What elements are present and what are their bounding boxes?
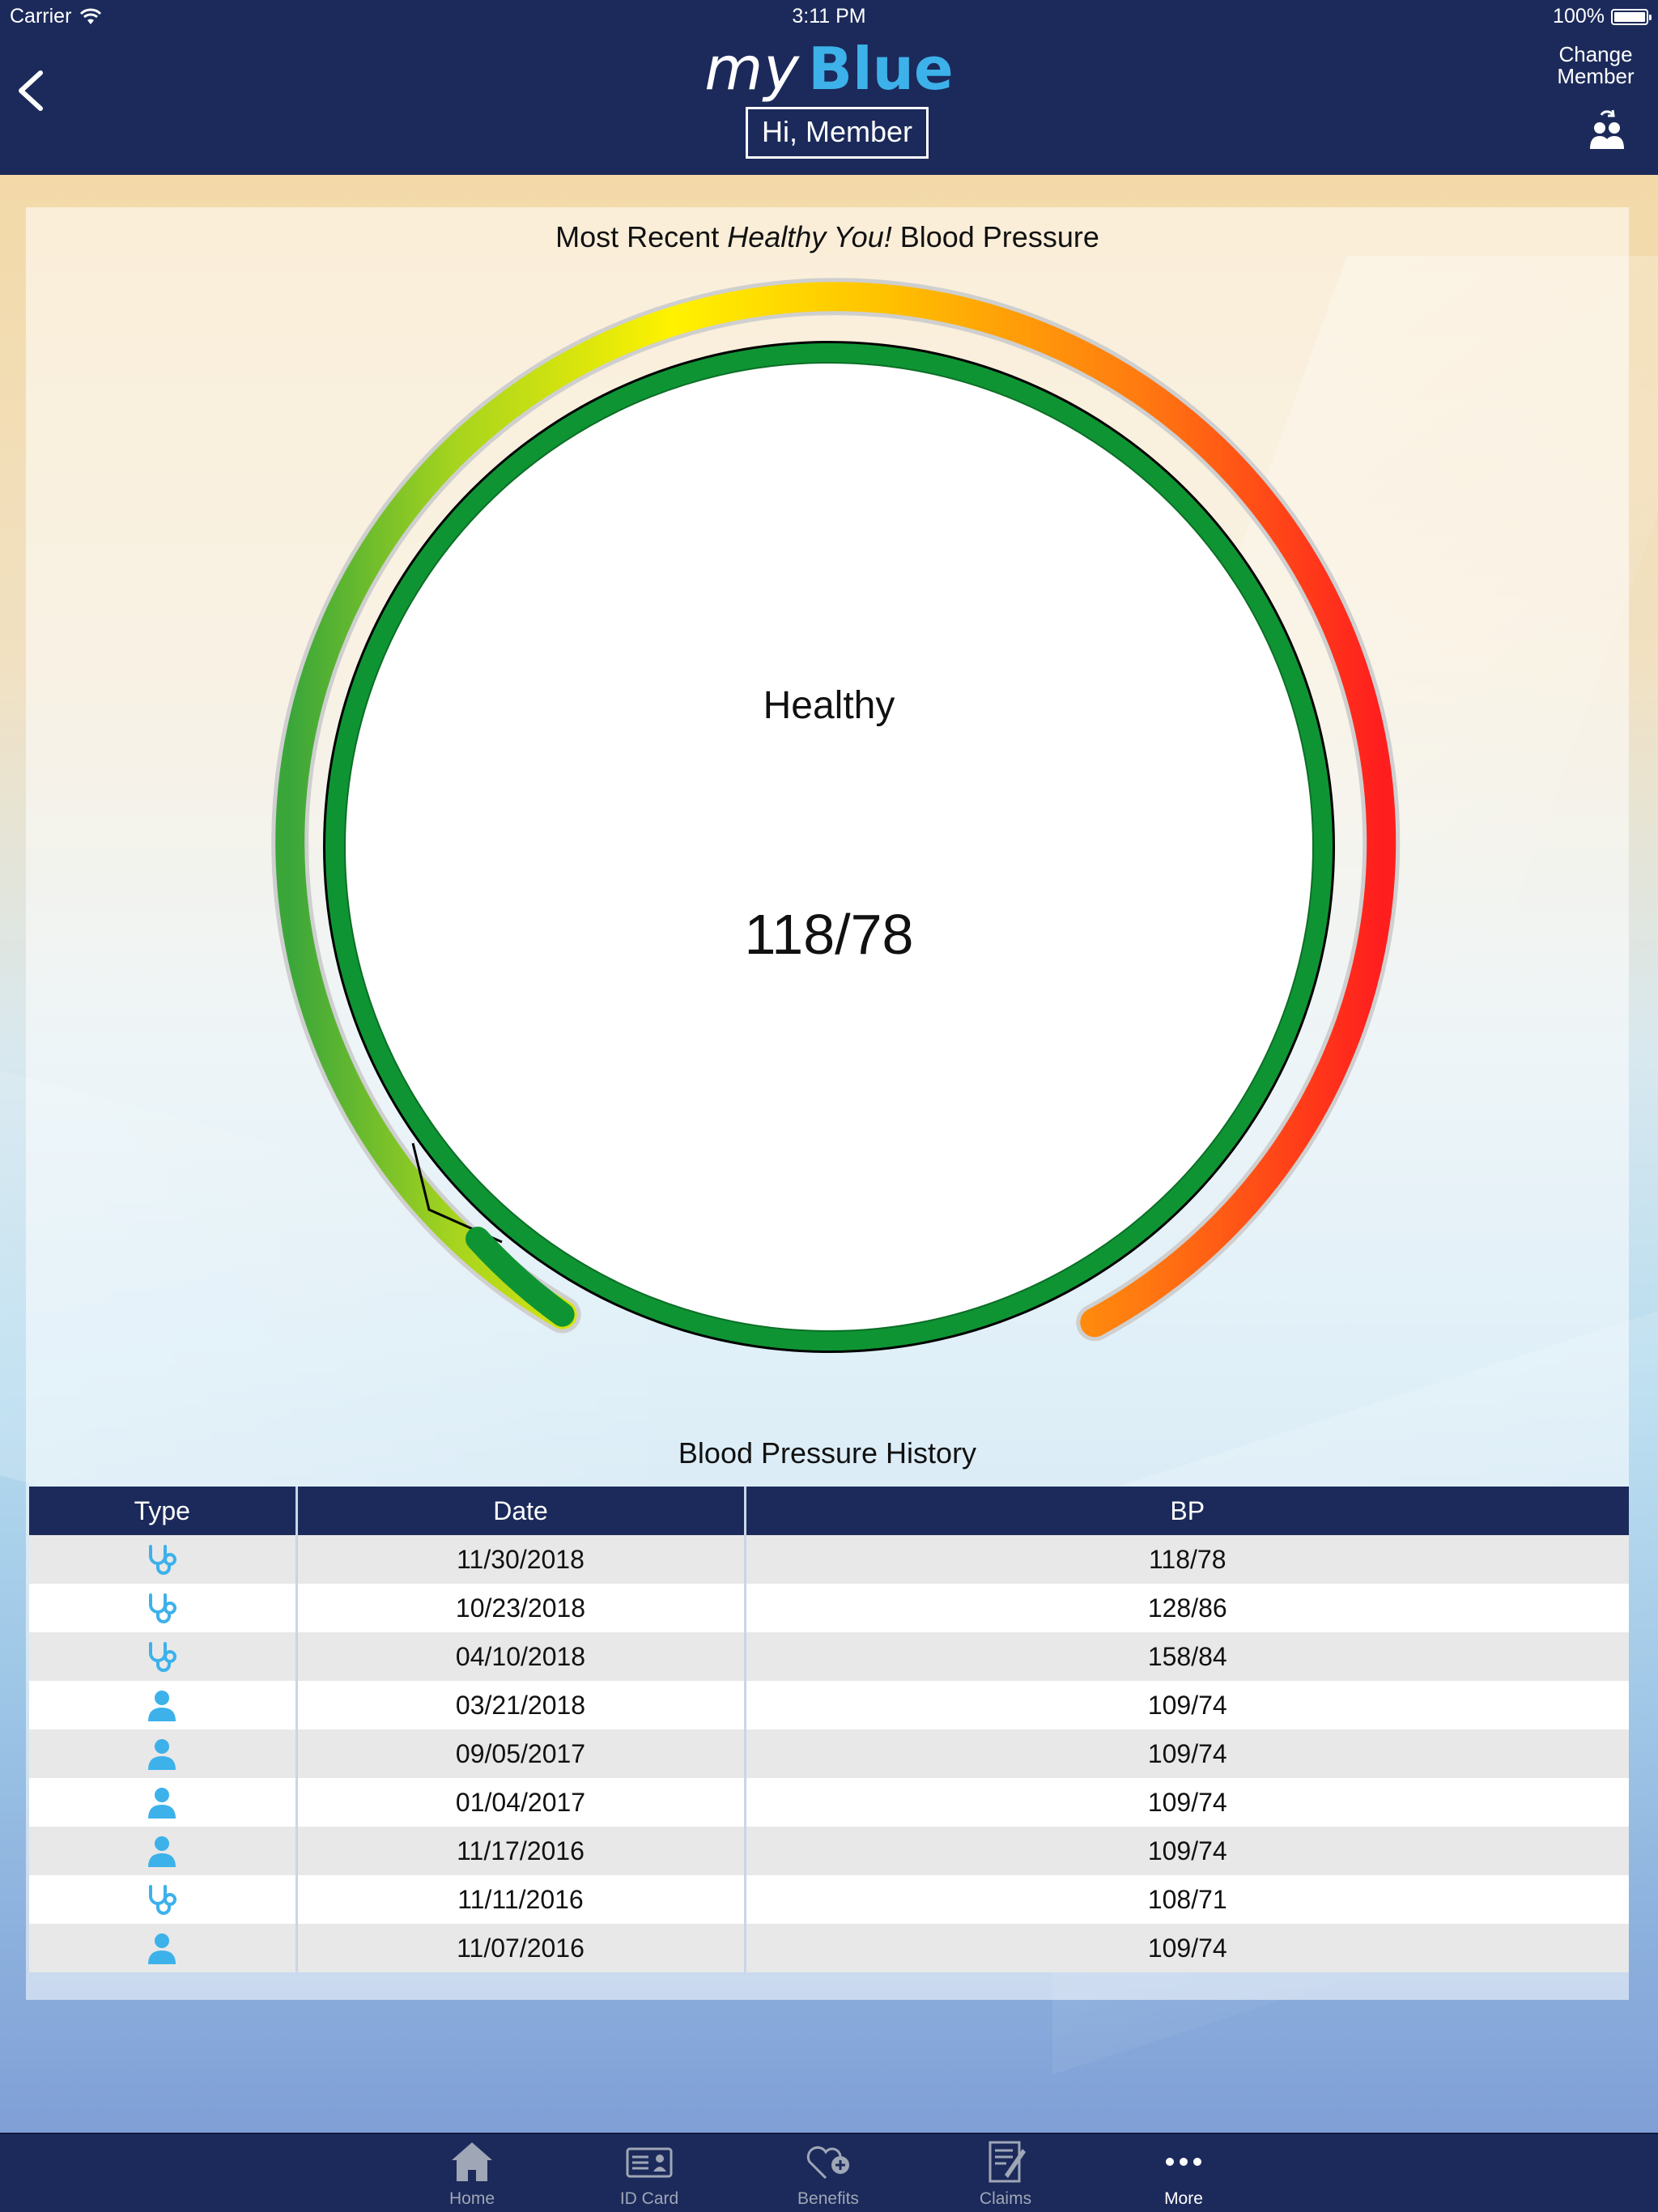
cell-bp: 128/86 [745,1584,1629,1632]
cell-date: 04/10/2018 [296,1632,746,1681]
status-bar-left: Carrier [10,5,102,28]
tab-label-id-card: ID Card [619,2189,679,2208]
table-row[interactable]: 11/07/2016 109/74 [29,1924,1629,1972]
cell-bp: 109/74 [745,1924,1629,1972]
history-table-body: 11/30/2018 118/78 10/23/2018 128/86 04/10/20… [29,1535,1629,1972]
cell-date: 11/30/2018 [296,1535,746,1584]
table-row[interactable]: 11/30/2018 118/78 [29,1535,1629,1584]
gauge-bp-value: 118/78 [744,903,914,966]
table-row[interactable]: 09/05/2017 109/74 [29,1729,1629,1778]
blood-pressure-gauge [271,278,1401,1353]
person-icon [148,1836,176,1867]
table-row[interactable]: 11/17/2016 109/74 [29,1827,1629,1875]
person-icon [148,1739,176,1770]
home-icon [452,2142,492,2181]
id-card-icon [626,2147,673,2178]
gauge-range-arc [275,282,1397,1338]
logo-blue: Blue [808,35,954,103]
status-bar-right: 100% [1553,5,1652,28]
member-greeting: Hi, Member [746,107,929,159]
cell-type [29,1584,298,1632]
claims-icon [988,2141,1026,2183]
logo-my: my [704,34,801,104]
app-logo: my Blue [0,34,1658,104]
tab-label-claims: Claims [979,2189,1032,2208]
table-row[interactable]: 03/21/2018 109/74 [29,1681,1629,1729]
stethoscope-icon [149,1642,177,1672]
heart-plus-icon [806,2146,849,2180]
history-table: Type Date BP 11/30/2018 118/78 10/23/2018 1… [29,1487,1629,1972]
tab-label-benefits: Benefits [797,2189,859,2208]
cell-type [29,1875,298,1924]
cell-date: 01/04/2017 [296,1778,746,1827]
cell-type [29,1681,298,1729]
title-prefix: Most Recent [555,220,728,253]
tab-label-more: More [1164,2189,1203,2208]
table-row[interactable]: 11/11/2016 108/71 [29,1875,1629,1924]
tab-home[interactable]: Home [399,2138,545,2209]
title-suffix: Blood Pressure [891,220,1099,253]
stethoscope-icon [149,1885,177,1915]
cell-bp: 108/71 [745,1875,1629,1924]
person-icon [148,1788,176,1819]
back-button[interactable] [11,66,50,115]
table-row[interactable]: 01/04/2017 109/74 [29,1778,1629,1827]
cell-type [29,1924,298,1972]
cell-date: 11/11/2016 [296,1875,746,1924]
tab-claims[interactable]: Claims [933,2138,1078,2209]
cell-date: 03/21/2018 [296,1681,746,1729]
gauge-inner-disc [344,362,1314,1332]
tab-id-card[interactable]: ID Card [576,2138,722,2209]
cell-bp: 109/74 [745,1681,1629,1729]
tab-bar: Home ID Card Benefits Claims [0,2133,1658,2212]
gauge-status-label: Healthy [763,684,895,727]
column-header-type[interactable]: Type [29,1487,298,1535]
status-bar: Carrier 3:11 PM 100% [0,0,1658,32]
table-header-row: Type Date BP [29,1487,1629,1535]
column-header-bp[interactable]: BP [745,1487,1629,1535]
tab-label-home: Home [449,2189,495,2208]
battery-percent: 100% [1553,5,1605,28]
table-row[interactable]: 04/10/2018 158/84 [29,1632,1629,1681]
history-title: Blood Pressure History [678,1436,977,1470]
app-header: my Blue Hi, Member Change Member [0,32,1658,175]
cell-type [29,1729,298,1778]
stethoscope-icon [149,1545,177,1575]
person-icon [148,1691,176,1721]
cell-date: 09/05/2017 [296,1729,746,1778]
table-row[interactable]: 10/23/2018 128/86 [29,1584,1629,1632]
cell-type [29,1632,298,1681]
cell-date: 10/23/2018 [296,1584,746,1632]
tab-more[interactable]: More [1111,2138,1256,2209]
cell-bp: 158/84 [745,1632,1629,1681]
card-title: Most Recent Healthy You! Blood Pressure [26,220,1629,254]
column-header-date[interactable]: Date [296,1487,746,1535]
battery-icon [1611,8,1652,25]
cell-type [29,1778,298,1827]
change-member-icon[interactable] [1587,107,1627,152]
cell-bp: 109/74 [745,1827,1629,1875]
change-member-line2: Member [1557,64,1635,88]
cell-date: 11/07/2016 [296,1924,746,1972]
cell-date: 11/17/2016 [296,1827,746,1875]
cell-bp: 109/74 [745,1778,1629,1827]
more-dots-icon [1166,2158,1201,2166]
change-member-line1: Change [1558,42,1633,66]
stethoscope-icon [149,1593,177,1623]
cell-type [29,1535,298,1584]
cell-bp: 109/74 [745,1729,1629,1778]
change-member-button[interactable]: Change Member [1551,44,1640,87]
wifi-icon [80,8,102,24]
title-program: Healthy You! [727,220,892,253]
tab-benefits[interactable]: Benefits [755,2138,901,2209]
carrier-label: Carrier [10,5,72,28]
status-bar-time: 3:11 PM [792,5,866,28]
cell-bp: 118/78 [745,1535,1629,1584]
cell-type [29,1827,298,1875]
person-icon [148,1933,176,1964]
